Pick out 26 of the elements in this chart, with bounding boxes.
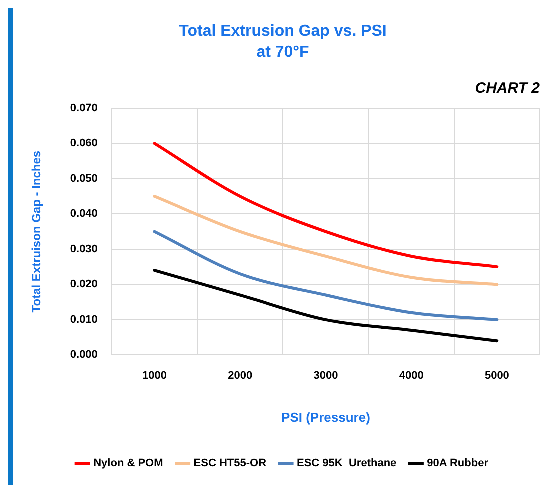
- x-tick-label: 1000: [142, 370, 167, 382]
- y-tick-label: 0.060: [70, 138, 98, 150]
- x-tick-label: 5000: [484, 370, 510, 382]
- caption: CHART 2: [475, 80, 540, 97]
- y-axis-title: Total Extruison Gap - Inches: [30, 150, 44, 313]
- y-tick-label: 0.050: [70, 172, 98, 185]
- legend-label: ESC 95K Urethane: [297, 458, 397, 470]
- line-series: [153, 269, 499, 343]
- x-tick-label: 4000: [399, 370, 424, 382]
- y-tick-label: 0.010: [70, 314, 98, 326]
- legend-label: ESC HT55-OR: [194, 458, 267, 470]
- line-series: [153, 142, 499, 269]
- x-tick-label: 2000: [228, 370, 253, 382]
- y-tick-label: 0.000: [70, 349, 98, 362]
- chart-subtitle: at 70°F: [256, 44, 310, 62]
- line-series: [153, 230, 499, 322]
- y-tick-label: 0.020: [70, 278, 98, 291]
- x-tick-label: 3000: [314, 370, 338, 382]
- chart-title: Total Extrusion Gap vs. PSI: [179, 23, 387, 40]
- line-series: [153, 195, 499, 286]
- x-axis-title: PSI (Pressure): [282, 410, 370, 425]
- legend-label: 90A Rubber: [427, 458, 490, 470]
- y-tick-label: 0.040: [70, 208, 98, 220]
- y-tick-label: 0.070: [70, 102, 98, 114]
- legend-label: Nylon & POM: [94, 458, 164, 470]
- y-tick-label: 0.030: [70, 243, 98, 256]
